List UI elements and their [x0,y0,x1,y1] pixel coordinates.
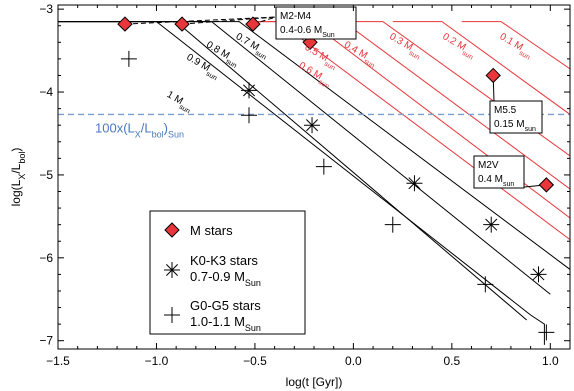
k-star-marker [406,175,423,192]
legend-marker-asterisk [164,262,180,278]
x-tick-label: 1.0 [542,354,559,368]
k-star-marker [304,117,321,134]
annotation-m55-line1: M5.5 [494,105,517,116]
k-star-marker [483,216,500,233]
g-star-marker [538,324,555,341]
legend-sublabel: 1.0-1.1 MSun [190,314,261,333]
reference-line-label: 100x(LX/Lbol)Sun [95,120,184,139]
annotation-m55-line2: 0.15 Msun [494,119,536,133]
legend-sublabel: 0.7-0.9 MSun [190,269,261,288]
g-star-marker [120,50,137,67]
annotation-m2m4-line1: M2-M4 [280,11,312,22]
k-star-marker [241,82,258,99]
g-star-marker [315,158,332,175]
x-tick-label: 0.5 [444,354,461,368]
asterisk-stroke [165,263,179,277]
y-tick-label: −4 [39,85,53,99]
m-star-marker [117,16,133,32]
annotation-m55-box [489,100,543,134]
annotation-m2m4-box [275,6,357,40]
g-star-marker [477,276,494,293]
x-tick-label: −0.5 [243,354,267,368]
asterisk-stroke [243,84,256,97]
leader-dashed [124,16,277,25]
x-tick-label: −1.0 [145,354,169,368]
asterisk-stroke [408,177,421,190]
g-star-marker [384,216,401,233]
g-star-marker [241,107,258,124]
x-tick-label: 0.0 [345,354,362,368]
annotation-m2v-line2: 0.4 Msun [478,174,514,188]
legend-marker-diamond [164,222,180,238]
m-star-marker [485,67,501,84]
annotation-m2v-box [473,155,525,189]
legend-marker-plus [164,307,180,323]
m-star-marker [245,16,261,32]
track-0.1-msun [461,21,570,70]
annotation-m2v-line1: M2V [478,160,499,171]
y-tick-label: −7 [39,334,53,348]
annotation-m2m4-line2: 0.4-0.6 MSun [280,25,335,39]
track-0.7-msun [58,21,570,270]
y-tick-label: −3 [39,2,53,16]
m-star-marker [174,16,190,32]
y-tick-label: −5 [39,168,53,182]
legend-label: M stars [190,223,233,238]
x-axis-label: log(t [Gyr]) [286,375,343,389]
asterisk-stroke [485,218,498,231]
legend-label: G0-G5 stars [190,298,261,313]
y-axis-label-text: log(LX/Lbol) [9,148,27,207]
asterisk-stroke [532,268,545,281]
x-tick-label: −1.5 [46,354,70,368]
asterisk-stroke [306,119,319,132]
legend-label: K0-K3 stars [190,253,258,268]
y-tick-label: −6 [39,251,53,265]
m-star-marker [538,177,555,193]
y-axis-label: log(LX/Lbol) [9,148,27,207]
k-star-marker [530,266,547,283]
track-0.2-msun [392,21,570,115]
